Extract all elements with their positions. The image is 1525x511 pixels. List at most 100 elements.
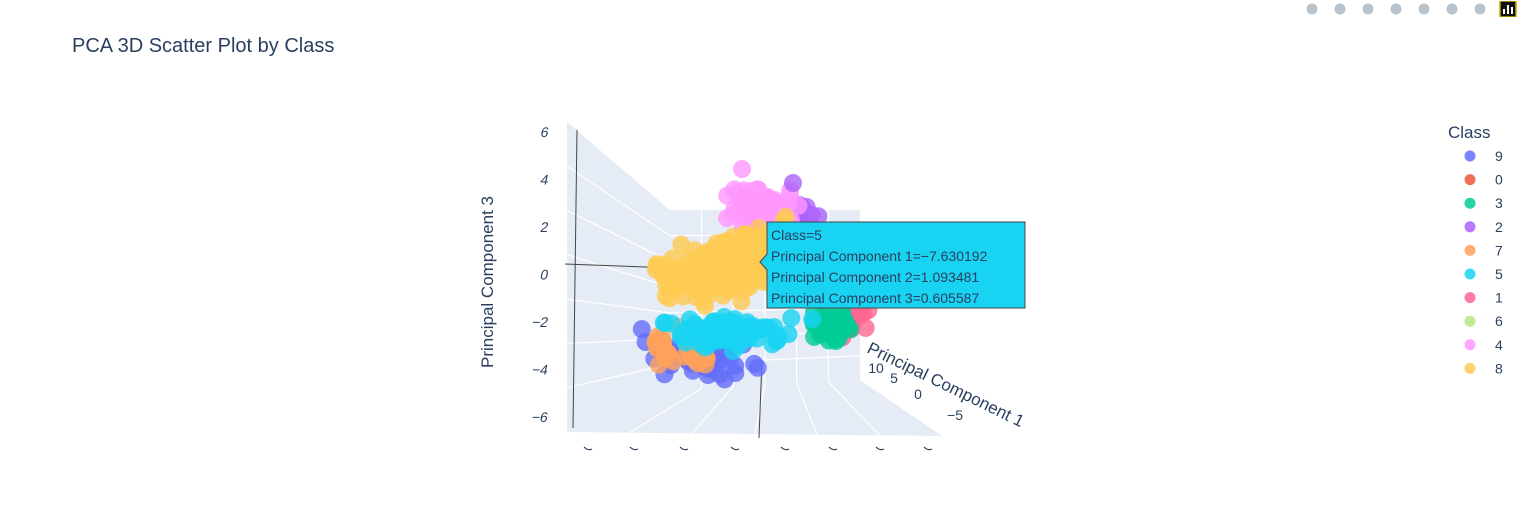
last-save-camera-icon[interactable] <box>1469 0 1491 18</box>
legend-item-0[interactable]: 0 <box>1464 172 1504 188</box>
legend-item-4[interactable]: 4 <box>1464 337 1504 353</box>
z-tick-label: 4 <box>539 172 550 188</box>
point-class-5[interactable] <box>671 325 690 344</box>
hover-pc2: Principal Component 2=1.093481 <box>771 269 979 285</box>
point-class-8[interactable] <box>743 259 762 278</box>
camera-icon[interactable] <box>1301 0 1323 18</box>
legend-label: 3 <box>1495 195 1503 211</box>
point-class-2[interactable] <box>809 207 828 226</box>
point-class-8[interactable] <box>717 232 735 251</box>
zoom-icon[interactable] <box>1329 0 1351 18</box>
legend-item-1[interactable]: 1 <box>1464 290 1504 306</box>
point-class-8[interactable] <box>658 268 677 287</box>
legend-marker <box>1464 221 1476 233</box>
legend-label: 5 <box>1495 266 1503 282</box>
point-class-8[interactable] <box>672 235 691 254</box>
legend-marker <box>1464 362 1476 374</box>
legend-title: Class <box>1448 123 1491 142</box>
point-class-8[interactable] <box>698 242 717 261</box>
z-axis-title: Principal Component 3 <box>478 196 497 368</box>
point-class-9[interactable] <box>726 356 745 375</box>
y-axis-ticks <box>583 446 933 451</box>
legend-item-3[interactable]: 3 <box>1464 195 1504 211</box>
legend-label: 1 <box>1495 290 1503 306</box>
legend-marker <box>1464 244 1476 256</box>
orbit-rotation-icon[interactable] <box>1385 0 1407 18</box>
hover-pc3: Principal Component 3=0.605587 <box>771 290 979 306</box>
legend-marker <box>1464 174 1476 186</box>
point-class-8[interactable] <box>728 246 747 264</box>
point-class-4[interactable] <box>738 204 757 223</box>
z-tick-label: −4 <box>530 362 549 378</box>
legend-item-9[interactable]: 9 <box>1464 148 1504 164</box>
y-tick-mark <box>730 446 740 451</box>
legend-item-6[interactable]: 6 <box>1464 313 1504 329</box>
legend-item-8[interactable]: 8 <box>1464 360 1504 376</box>
legend-marker <box>1464 339 1476 351</box>
point-class-9[interactable] <box>748 358 767 377</box>
floor-pane <box>567 380 942 436</box>
legend-item-5[interactable]: 5 <box>1464 266 1504 282</box>
legend-label: 8 <box>1495 360 1503 376</box>
point-class-4[interactable] <box>733 160 751 178</box>
point-class-3[interactable] <box>822 311 841 330</box>
point-class-5[interactable] <box>725 310 744 329</box>
z-tick-label: 6 <box>539 124 550 140</box>
reset-camera-icon[interactable] <box>1441 0 1463 18</box>
y-tick-mark <box>583 446 593 451</box>
point-class-7[interactable] <box>649 355 668 374</box>
legend-marker <box>1464 315 1476 327</box>
point-class-4[interactable] <box>748 180 767 199</box>
legend-label: 0 <box>1495 172 1503 188</box>
plotly-logo-icon[interactable] <box>1497 0 1519 18</box>
point-class-5[interactable] <box>739 317 758 336</box>
y-tick-mark <box>828 446 838 451</box>
legend-item-7[interactable]: 7 <box>1464 242 1504 258</box>
legend-marker <box>1464 150 1476 162</box>
x-tick-label: 10 <box>868 360 884 376</box>
chart-title: PCA 3D Scatter Plot by Class <box>72 35 334 57</box>
point-class-9[interactable] <box>632 320 651 339</box>
legend: Class 9 0 3 2 7 5 1 6 4 8 <box>1448 123 1503 376</box>
point-class-2[interactable] <box>784 174 802 192</box>
point-class-5[interactable] <box>722 330 741 349</box>
z-tick-label: −6 <box>530 409 549 425</box>
point-class-5[interactable] <box>705 312 724 331</box>
point-class-8[interactable] <box>710 255 729 274</box>
turntable-rotation-icon[interactable] <box>1413 0 1435 18</box>
hover-tooltip: Class=5 Principal Component 1=−7.630192 … <box>759 221 1026 309</box>
x-axis-ticks: 10 50 −5 <box>868 360 963 423</box>
legend-label: 2 <box>1495 219 1503 235</box>
legend-label: 9 <box>1495 148 1503 164</box>
x-tick-label: 5 <box>890 370 898 386</box>
series-class-4[interactable] <box>718 180 808 243</box>
hover-pc1: Principal Component 1=−7.630192 <box>771 248 988 264</box>
point-class-5[interactable] <box>782 309 801 328</box>
point-class-4[interactable] <box>718 209 737 227</box>
legend-item-2[interactable]: 2 <box>1464 219 1504 235</box>
legend-label: 4 <box>1495 337 1503 353</box>
z-axis-ticks: 6 4 2 0 −2 −4 −6 <box>530 124 550 425</box>
point-class-4[interactable] <box>789 196 808 215</box>
legend-marker <box>1464 197 1476 209</box>
legend-marker <box>1464 268 1476 280</box>
x-tick-label: −5 <box>947 407 963 423</box>
point-class-5[interactable] <box>690 334 708 353</box>
point-class-5[interactable] <box>654 313 673 332</box>
z-tick-label: −2 <box>531 314 550 330</box>
point-class-4[interactable] <box>725 180 744 199</box>
y-tick-mark <box>679 446 689 451</box>
back-wall-pane <box>567 122 670 432</box>
point-class-3[interactable] <box>823 327 842 346</box>
point-class-5[interactable] <box>759 318 778 337</box>
y-tick-mark <box>875 446 885 451</box>
point-class-8[interactable] <box>692 265 711 284</box>
z-tick-label: 2 <box>539 219 550 235</box>
series-class-5[interactable] <box>654 308 822 361</box>
y-tick-mark <box>923 446 933 451</box>
point-class-5[interactable] <box>803 310 822 328</box>
point-class-7[interactable] <box>648 338 667 357</box>
x-tick-label: 0 <box>914 386 922 402</box>
pan-icon[interactable] <box>1357 0 1379 18</box>
